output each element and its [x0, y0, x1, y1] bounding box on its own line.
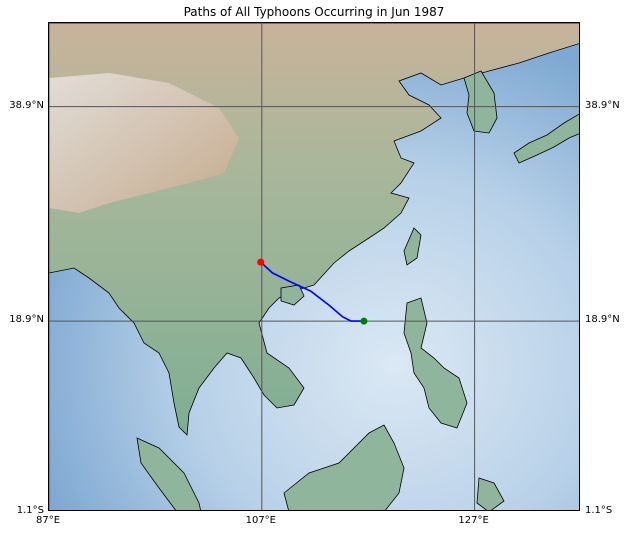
- typhoon-path: [260, 261, 364, 322]
- map-area[interactable]: [48, 22, 580, 511]
- lat-label-right-1: 18.9°N: [585, 314, 620, 326]
- map-canvas: [49, 23, 579, 510]
- lon-label-0: 87°E: [35, 515, 61, 526]
- lat-label-right-0: 38.9°N: [585, 99, 620, 111]
- hainan-island: [280, 284, 305, 306]
- graticule: [49, 23, 579, 510]
- typhoon-track-layer: [257, 258, 368, 325]
- taiwan-island: [403, 227, 422, 266]
- lat-label-right-2: 1.1°S: [585, 505, 613, 516]
- plateau-region: [49, 73, 239, 213]
- map-title: Paths of All Typhoons Occurring in Jun 1…: [183, 5, 445, 19]
- track-start-marker: [360, 317, 368, 325]
- sumatra-island: [136, 437, 201, 510]
- japan-islands: [513, 113, 579, 164]
- lon-label-2: 127°E: [458, 515, 489, 526]
- philippine-islands: [403, 297, 468, 429]
- lat-label-left-0: 38.9°N: [9, 99, 44, 111]
- lat-label-left-2: 1.1°S: [16, 505, 44, 516]
- lon-label-1: 107°E: [245, 515, 276, 526]
- lat-label-left-1: 18.9°N: [9, 314, 44, 326]
- korea-peninsula: [463, 70, 498, 134]
- sulawesi-island: [476, 477, 505, 510]
- borneo-island: [283, 424, 405, 510]
- track-end-marker: [257, 258, 265, 266]
